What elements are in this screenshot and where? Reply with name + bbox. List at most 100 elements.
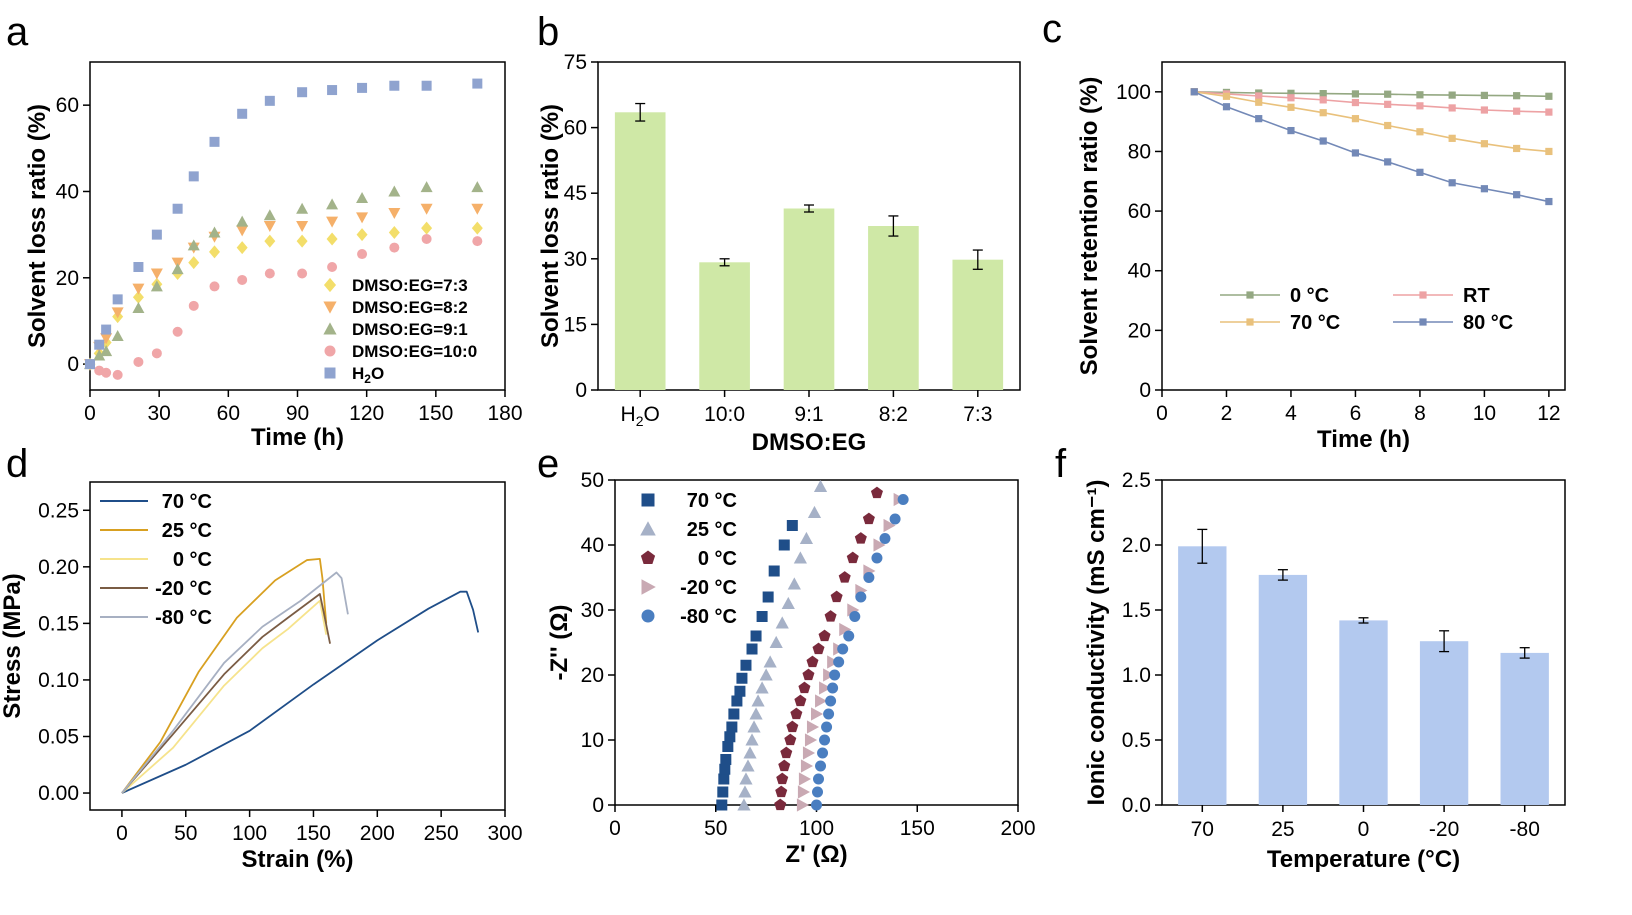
- legend-marker: [1419, 291, 1427, 299]
- data-point: [101, 367, 112, 378]
- data-point: [1545, 92, 1553, 100]
- data-point: [827, 682, 839, 694]
- data-point: [734, 685, 746, 697]
- x-tick-label: 150: [296, 822, 331, 845]
- data-point: [1287, 103, 1295, 111]
- data-point: [738, 785, 752, 798]
- y-tick-label: 20: [581, 664, 604, 687]
- data-point: [236, 241, 248, 255]
- x-tick-label: 50: [704, 817, 727, 840]
- data-point: [1287, 94, 1295, 102]
- data-point: [264, 268, 275, 279]
- x-tick-label: -80: [1510, 818, 1540, 841]
- data-point: [736, 672, 748, 684]
- legend-label: 70 °C: [162, 491, 212, 513]
- data-point: [746, 643, 758, 655]
- data-point: [1513, 144, 1521, 153]
- data-point: [356, 228, 368, 242]
- y-tick-label: 30: [564, 248, 587, 271]
- data-point: [871, 552, 883, 564]
- data-point: [802, 746, 816, 760]
- y-tick-label: 75: [564, 51, 587, 74]
- data-point: [862, 512, 875, 525]
- data-point: [751, 694, 765, 707]
- x-tick-label: 0: [1358, 818, 1370, 841]
- y-tick-label: 50: [581, 469, 604, 492]
- series-line: [1193, 91, 1550, 203]
- data-point: [819, 734, 831, 746]
- data-point: [847, 603, 860, 617]
- data-point: [1351, 149, 1360, 157]
- x-tick-label: 300: [487, 822, 522, 845]
- panel-a: a 0 20 40 60 0 30 60 90 120 150 180 Time (h) Solvent …: [6, 10, 523, 451]
- data-point: [327, 85, 338, 96]
- data-point: [1480, 91, 1488, 99]
- data-point: [1351, 90, 1360, 98]
- data-point: [472, 78, 483, 89]
- data-point: [1416, 102, 1424, 110]
- data-point: [101, 324, 112, 335]
- x-tick-label: 200: [360, 822, 395, 845]
- data-point: [726, 721, 738, 733]
- data-point: [326, 216, 339, 228]
- data-point: [1384, 90, 1392, 98]
- legend-marker: [1246, 291, 1254, 299]
- data-point: [1319, 96, 1327, 104]
- data-point: [297, 87, 308, 98]
- y-tick-label: 10: [581, 729, 604, 752]
- data-point: [798, 772, 812, 786]
- y-tick-label: 80: [1128, 140, 1151, 163]
- x-tick-label: 2: [1221, 402, 1233, 425]
- data-point: [188, 171, 199, 182]
- data-point: [471, 221, 483, 235]
- series-1: [737, 479, 828, 811]
- data-point: [780, 746, 793, 759]
- x-tick-label: 8: [1414, 402, 1426, 425]
- x-tick-label: 150: [900, 817, 935, 840]
- bar: [1258, 574, 1308, 805]
- data-point: [263, 209, 276, 221]
- legend-marker: [641, 493, 655, 507]
- data-point: [151, 348, 162, 359]
- y-axis-title: Solvent loss ratio (%): [537, 104, 564, 348]
- data-point: [326, 198, 339, 210]
- data-point: [187, 239, 200, 251]
- bar: [1178, 546, 1227, 805]
- data-point: [796, 798, 809, 812]
- data-point: [849, 611, 861, 622]
- y-tick-label: 40: [1128, 260, 1151, 283]
- legend-label: RT: [1463, 285, 1490, 307]
- data-point: [824, 610, 837, 622]
- panel-e: e 0 10 20 30 40 50 0 50 100 150 200 Z' (Ω) -Z'' (Ω) 70…: [537, 442, 1036, 868]
- y-tick-label: 0: [575, 379, 587, 402]
- data-point: [823, 708, 835, 720]
- panel-letter: a: [6, 10, 29, 54]
- legend-marker: [324, 345, 336, 357]
- data-point: [1351, 115, 1360, 123]
- data-point: [731, 695, 743, 707]
- data-point: [854, 532, 867, 544]
- x-tick-label: 0: [116, 822, 128, 845]
- data-point: [94, 339, 105, 350]
- data-point: [863, 572, 875, 583]
- data-point: [326, 232, 338, 246]
- data-point: [797, 785, 811, 799]
- data-point: [209, 136, 220, 147]
- data-point: [776, 772, 789, 785]
- data-point: [718, 773, 730, 785]
- data-point: [1448, 134, 1456, 142]
- legend-marker: [323, 301, 337, 314]
- data-point: [188, 256, 200, 270]
- data-point: [830, 590, 843, 603]
- panel-letter: c: [1042, 7, 1062, 51]
- data-point: [421, 80, 432, 91]
- series-line: [1194, 91, 1549, 98]
- data-point: [1513, 191, 1521, 199]
- y-tick-label: 40: [56, 180, 79, 203]
- data-point: [112, 294, 123, 305]
- data-point: [1448, 91, 1456, 99]
- data-point: [806, 655, 819, 668]
- data-point: [133, 262, 144, 272]
- data-point: [793, 551, 807, 564]
